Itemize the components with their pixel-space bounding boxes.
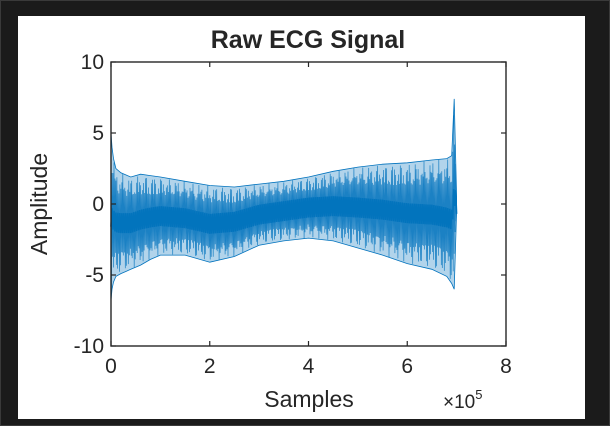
x-tick-label: 2: [204, 355, 216, 378]
x-axis-exponent: ×105: [443, 387, 482, 413]
axis-ticks: 0 2 4 6 8 10 5 0 -5 -10: [74, 51, 512, 378]
figure-panel: Raw ECG Signal 0 2 4 6 8 10 5 0 -5 -10 Amplitude …: [18, 16, 585, 419]
x-tick-label: 4: [303, 355, 315, 378]
y-tick-label: 10: [81, 51, 104, 74]
signal-baseline-0: [110, 189, 458, 234]
y-tick-label: -10: [74, 335, 104, 358]
x-tick-label: 6: [401, 355, 413, 378]
y-axis-label: Amplitude: [26, 153, 52, 255]
y-tick-label: -5: [85, 264, 104, 287]
signal-layer: [110, 98, 458, 301]
x-axis-exponent-power: 5: [475, 387, 482, 402]
chart-title: Raw ECG Signal: [211, 26, 405, 54]
x-axis-label: Samples: [264, 386, 353, 412]
x-tick-label: 0: [105, 355, 117, 378]
x-axis-exponent-base: ×10: [443, 392, 475, 413]
y-tick-label: 0: [92, 193, 104, 216]
y-tick-label: 5: [92, 122, 104, 145]
x-tick-label: 8: [500, 355, 512, 378]
